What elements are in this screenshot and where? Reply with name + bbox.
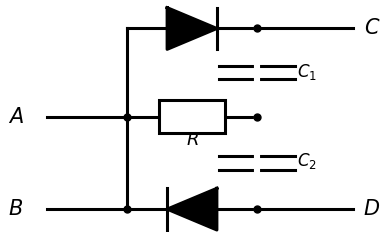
Text: $C_1$: $C_1$ xyxy=(297,62,317,82)
Text: $C_2$: $C_2$ xyxy=(297,151,317,171)
Text: $R$: $R$ xyxy=(185,131,199,149)
Text: $B$: $B$ xyxy=(8,199,23,219)
Polygon shape xyxy=(167,8,217,49)
Bar xyxy=(159,100,225,133)
Text: $D$: $D$ xyxy=(363,199,381,219)
Text: $A$: $A$ xyxy=(8,106,24,127)
Polygon shape xyxy=(167,188,217,230)
Text: $C$: $C$ xyxy=(364,18,380,38)
